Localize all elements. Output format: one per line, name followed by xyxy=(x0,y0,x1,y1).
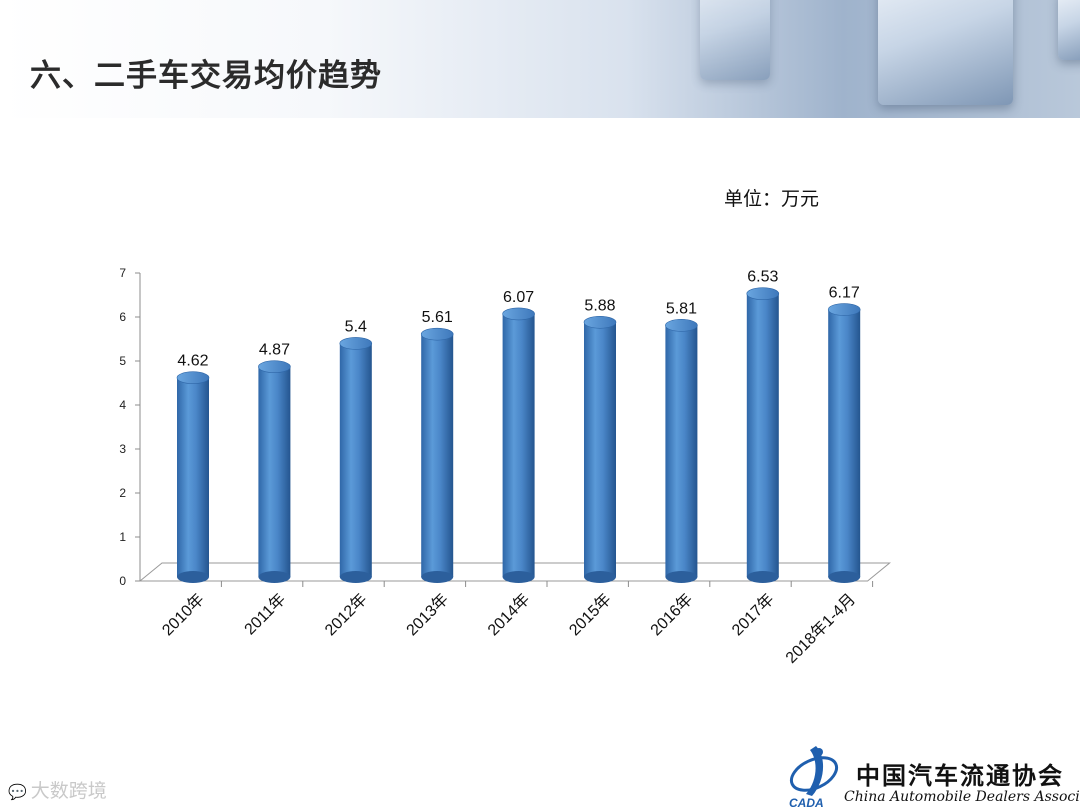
bar-base xyxy=(258,571,291,583)
bar-base xyxy=(665,571,698,583)
bar xyxy=(583,315,617,583)
bar-top xyxy=(258,360,291,374)
decor-cube xyxy=(878,0,1013,105)
bar-body xyxy=(421,334,454,577)
bar-top xyxy=(665,319,698,332)
data-label: 5.4 xyxy=(345,318,367,335)
bar-body xyxy=(665,325,698,577)
association-name-cn: 中国汽车流通协会 xyxy=(856,761,1064,790)
bar-body xyxy=(584,322,616,577)
bar xyxy=(827,303,861,583)
data-label: 6.53 xyxy=(747,269,778,286)
x-tick-label: 2013年 xyxy=(403,590,452,639)
y-tick-label: 3 xyxy=(119,442,126,456)
y-tick-label: 2 xyxy=(119,486,126,500)
bar-base xyxy=(421,571,454,583)
bar-body xyxy=(258,366,291,577)
bar-base xyxy=(746,571,779,583)
bar-top xyxy=(583,315,617,329)
bar xyxy=(665,319,698,583)
data-label: 5.88 xyxy=(584,297,615,314)
data-label: 5.81 xyxy=(666,300,697,317)
bar-base xyxy=(502,571,535,583)
x-tick-label: 2018年1-4月 xyxy=(782,590,859,667)
page-title: 六、二手车交易均价趋势 xyxy=(30,58,382,94)
bar-body xyxy=(177,377,209,577)
data-label: 5.61 xyxy=(422,309,453,326)
data-label: 6.17 xyxy=(829,285,860,302)
bar-top xyxy=(746,287,780,300)
bar xyxy=(339,337,373,583)
cada-logo: CADA 中国汽车流通协会 China Automobile Dealers A… xyxy=(786,740,1080,811)
data-label: 6.07 xyxy=(503,289,534,306)
chat-bubble-icon: 💬 xyxy=(8,783,27,801)
bar xyxy=(258,360,291,583)
bar-top xyxy=(827,303,861,316)
bar xyxy=(176,371,210,583)
bar-top xyxy=(176,371,210,385)
unit-label: 单位：万元 xyxy=(724,188,820,210)
y-tick-label: 4 xyxy=(119,398,126,412)
x-tick-label: 2011年 xyxy=(241,590,289,638)
bar-base xyxy=(339,571,372,583)
decor-cube xyxy=(700,0,770,80)
y-tick-label: 0 xyxy=(119,574,126,588)
data-label: 4.62 xyxy=(177,353,208,370)
bar-top xyxy=(339,337,373,350)
bar xyxy=(420,327,454,583)
bar-top xyxy=(420,327,454,341)
x-tick-label: 2015年 xyxy=(566,590,615,639)
data-label: 4.87 xyxy=(259,342,290,359)
x-tick-label: 2016年 xyxy=(647,590,696,639)
y-tick-label: 5 xyxy=(119,354,126,368)
watermark-text: 大数跨境 xyxy=(30,780,107,802)
bar xyxy=(502,307,535,583)
y-tick-label: 7 xyxy=(119,266,126,280)
header-banner xyxy=(0,0,1080,118)
decor-cube xyxy=(1058,0,1080,60)
y-tick-label: 6 xyxy=(119,310,126,324)
bar-body xyxy=(502,313,535,577)
bar-top xyxy=(502,307,535,321)
association-name-en: China Automobile Dealers Association xyxy=(844,789,1080,805)
bar-base xyxy=(828,571,861,583)
bar-body xyxy=(828,309,861,577)
x-tick-label: 2010年 xyxy=(159,590,208,639)
bar-body xyxy=(339,343,372,577)
bar-base xyxy=(177,571,209,583)
watermark: 💬 大数跨境 xyxy=(8,776,107,803)
cada-emblem-icon: CADA xyxy=(789,746,839,810)
x-tick-label: 2017年 xyxy=(728,590,777,639)
x-tick-label: 2012年 xyxy=(321,590,370,639)
bars-layer xyxy=(176,287,861,583)
cada-badge: CADA xyxy=(789,796,824,810)
y-tick-label: 1 xyxy=(119,530,126,544)
x-tick-label: 2014年 xyxy=(484,590,533,639)
bar xyxy=(746,287,780,583)
bar-body xyxy=(746,293,779,577)
bar-base xyxy=(584,571,616,583)
